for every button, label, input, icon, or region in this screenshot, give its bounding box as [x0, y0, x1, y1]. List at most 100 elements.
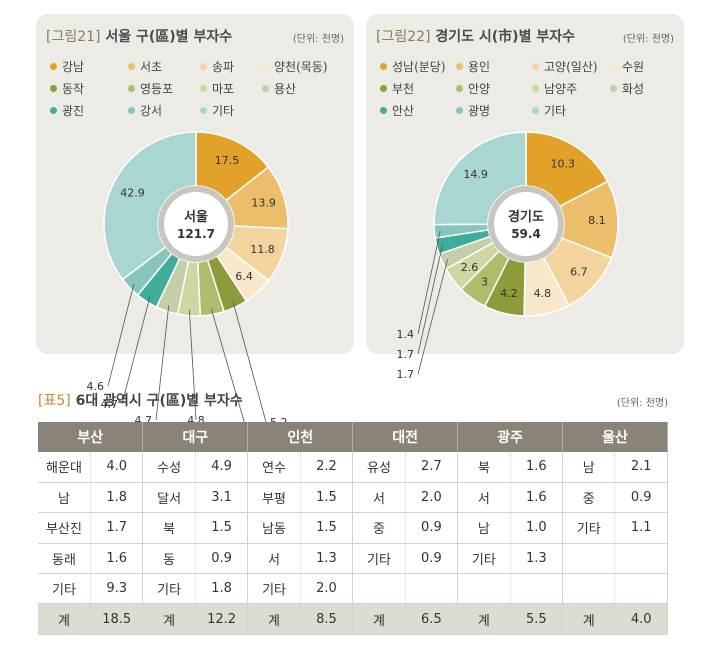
legend-swatch — [50, 85, 57, 92]
legend-label: 고양(일산) — [544, 60, 598, 74]
seoul-donut-chart: 17.513.911.86.45.25.14.84.74.74.642.9서울1… — [87, 131, 289, 435]
table-cell-district: 서 — [352, 482, 406, 514]
table-cell-district: 기타 — [247, 573, 301, 605]
table-header-row: 부산 대구 인천 대전 광주 울산 — [38, 422, 668, 452]
table-cell-value: 4.0 — [614, 603, 668, 635]
table-cell-value: 5.5 — [510, 603, 564, 635]
table-cell-district: 기타 — [352, 543, 406, 575]
legend-label: 안양 — [468, 82, 491, 96]
table-cell-value: 1.6 — [510, 452, 564, 483]
gyeonggi-value-label-3: 6.7 — [570, 265, 588, 278]
table-cell-value: 0.9 — [405, 543, 459, 575]
seoul-unit-label: (단위: 천명) — [292, 34, 344, 45]
seoul-legend-item: 양천(목동) — [262, 58, 348, 75]
legend-swatch — [532, 107, 539, 114]
gyeonggi-legend-item: 화성 — [610, 80, 678, 97]
table-cell-value — [510, 573, 564, 605]
legend-label: 광명 — [468, 104, 491, 118]
seoul-center-value: 121.7 — [177, 227, 215, 241]
table-cell-district: 중 — [562, 482, 616, 514]
seoul-legend-item: 영등포 — [128, 80, 200, 97]
seoul-value-label-3: 11.8 — [250, 243, 275, 256]
legend-label: 강남 — [62, 60, 85, 74]
table-row: 해운대 4.0 수성 4.9 연수 2.2 유성 2.7 북 1.6 남 2.1 — [38, 452, 668, 483]
legend-label: 기타 — [212, 104, 235, 118]
seoul-value-label-9: 4.7 — [101, 398, 119, 411]
seoul-leader-line-6 — [210, 308, 247, 429]
legend-swatch — [200, 107, 207, 114]
legend-swatch — [128, 63, 135, 70]
gyeonggi-value-label-6: 3 — [481, 276, 488, 289]
legend-label: 동작 — [62, 82, 85, 96]
legend-label: 영등포 — [140, 82, 174, 96]
gyeonggi-chart-panel: [그림22] 경기도 시(市)별 부자수 (단위: 천명) 성남(분당) 용인 고양… — [366, 14, 684, 381]
table-cell-district: 부평 — [247, 482, 301, 514]
seoul-legend-item: 송파 — [200, 58, 262, 75]
table-header-city: 대전 — [352, 422, 459, 452]
seoul-leader-line-9 — [121, 296, 151, 405]
table-cell-value: 12.2 — [195, 603, 249, 635]
table-cell-district: 수성 — [142, 452, 196, 483]
legend-swatch — [380, 107, 387, 114]
legend-label: 용산 — [274, 82, 297, 96]
table5-title: [표5] 6대 광역시 구(區)별 부자수 — [38, 390, 243, 410]
gyeonggi-legend-item: 기타 — [532, 102, 610, 119]
table-cell-value: 1.5 — [300, 482, 354, 514]
gyeonggi-legend-item: 부천 — [380, 80, 456, 97]
gyeonggi-legend-item: 안산 — [380, 102, 456, 119]
gyeonggi-legend-item: 안양 — [456, 80, 532, 97]
table-cell-district: 유성 — [352, 452, 406, 483]
table-cell-district: 해운대 — [38, 452, 91, 483]
table-cell-district: 계 — [352, 603, 406, 635]
gyeonggi-figure-tag: [그림22] — [376, 29, 431, 45]
table-cell-value: 1.3 — [510, 543, 564, 575]
table-cell-value: 6.5 — [405, 603, 459, 635]
legend-label: 부천 — [392, 82, 415, 96]
legend-label: 강서 — [140, 104, 163, 118]
seoul-legend-item: 서초 — [128, 58, 200, 75]
gyeonggi-value-label-11: 14.9 — [463, 168, 488, 181]
seoul-leader-line-5 — [232, 301, 267, 423]
table-cell-value: 2.2 — [300, 452, 354, 483]
seoul-legend: 강남 서초 송파 양천(목동) 동작 영등포 마포 용산 광진 강서 기타 — [50, 58, 348, 119]
legend-swatch — [50, 63, 57, 70]
table-cell-district: 기타 — [457, 543, 511, 575]
seoul-leader-line-8 — [155, 305, 170, 421]
legend-label: 남양주 — [544, 82, 578, 96]
gyeonggi-legend-item: 용인 — [456, 58, 532, 75]
table5-tag: [표5] — [38, 393, 71, 409]
table5-unit-label: (단위: 천명) — [616, 398, 668, 409]
seoul-center-hole — [164, 192, 228, 256]
table-cell-value: 1.0 — [510, 512, 564, 544]
seoul-chart-panel: [그림21] 서울 구(區)별 부자수 (단위: 천명) 강남 서초 송파 양천(목동… — [36, 14, 354, 435]
gyeonggi-value-label-9: 1.7 — [397, 348, 415, 361]
table-cell-value: 2.1 — [614, 452, 668, 483]
gyeonggi-figure-title-text: 경기도 시(市)별 부자수 — [435, 29, 575, 45]
gyeonggi-legend-item: 남양주 — [532, 80, 610, 97]
table-cell-value: 1.3 — [300, 543, 354, 575]
table-cell-value: 8.5 — [300, 603, 354, 635]
table-cell-district: 중 — [352, 512, 406, 544]
gyeonggi-leader-line-8 — [417, 259, 448, 375]
table-header-city: 부산 — [38, 422, 144, 452]
table-cell-value: 1.7 — [90, 512, 144, 544]
table-cell-value: 1.5 — [300, 512, 354, 544]
table-cell-district — [562, 573, 616, 605]
table-cell-value: 1.5 — [195, 512, 249, 544]
table-cell-value: 2.0 — [300, 573, 354, 605]
legend-label: 송파 — [212, 60, 235, 74]
metro-cities-table: 부산 대구 인천 대전 광주 울산 해운대 4.0 수성 4.9 연수 2.2 유성 2.7 북 1.6 남 2… — [38, 422, 668, 635]
table-cell-value: 1.6 — [510, 482, 564, 514]
legend-swatch — [456, 85, 463, 92]
table-cell-district: 남동 — [247, 512, 301, 544]
seoul-center-label: 서울 — [184, 209, 208, 225]
seoul-leader-line-10 — [107, 283, 135, 387]
gyeonggi-center-value: 59.4 — [511, 227, 541, 241]
gyeonggi-center-label: 경기도 — [508, 209, 544, 225]
table-row: 기타 9.3 기타 1.8 기타 2.0 — [38, 573, 668, 605]
table-cell-district: 계 — [38, 603, 91, 635]
table-cell-value: 0.9 — [195, 543, 249, 575]
table-cell-district: 남 — [38, 482, 91, 514]
table-cell-value: 1.8 — [195, 573, 249, 605]
table-cell-district: 달서 — [142, 482, 196, 514]
